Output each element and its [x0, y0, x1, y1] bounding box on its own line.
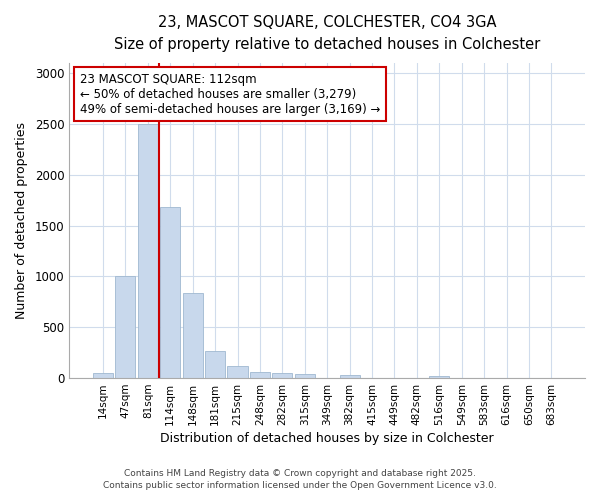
Bar	[250, 372, 270, 378]
Bar	[272, 373, 292, 378]
Text: 23 MASCOT SQUARE: 112sqm
← 50% of detached houses are smaller (3,279)
49% of sem: 23 MASCOT SQUARE: 112sqm ← 50% of detach…	[80, 72, 380, 116]
Bar	[429, 376, 449, 378]
X-axis label: Distribution of detached houses by size in Colchester: Distribution of detached houses by size …	[160, 432, 494, 445]
Bar	[115, 276, 136, 378]
Y-axis label: Number of detached properties: Number of detached properties	[15, 122, 28, 319]
Bar	[138, 124, 158, 378]
Text: Contains HM Land Registry data © Crown copyright and database right 2025.
Contai: Contains HM Land Registry data © Crown c…	[103, 468, 497, 490]
Bar	[182, 292, 203, 378]
Bar	[340, 375, 360, 378]
Bar	[295, 374, 315, 378]
Bar	[160, 208, 181, 378]
Bar	[205, 350, 225, 378]
Title: 23, MASCOT SQUARE, COLCHESTER, CO4 3GA
Size of property relative to detached hou: 23, MASCOT SQUARE, COLCHESTER, CO4 3GA S…	[114, 15, 541, 52]
Bar	[93, 373, 113, 378]
Bar	[227, 366, 248, 378]
